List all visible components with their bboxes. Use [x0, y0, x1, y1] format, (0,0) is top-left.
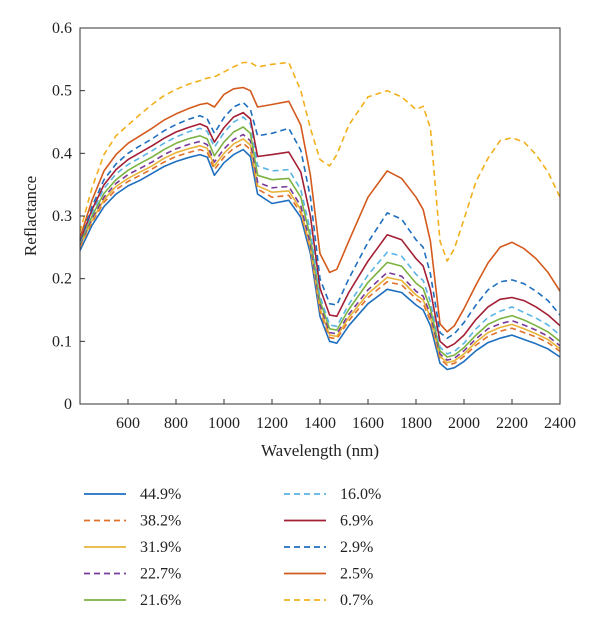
x-tick-label: 800: [164, 415, 188, 432]
x-tick-label: 2000: [448, 415, 480, 432]
legend-label: 2.9%: [340, 539, 373, 556]
series-line-9: [79, 86, 561, 333]
series-line-1: [79, 148, 561, 371]
series-line-7: [79, 111, 561, 349]
x-tick-label: 2200: [496, 415, 528, 432]
y-tick-label: 0.3: [52, 208, 72, 225]
y-tick-label: 0.6: [52, 20, 72, 37]
legend: 44.9% 38.2% 31.9% 22.7% 21.6% 16.0% 6.9% 2.9% 2.…: [84, 486, 381, 609]
y-tick-label: 0.1: [52, 333, 72, 350]
y-tick-label: 0.4: [52, 145, 72, 162]
x-tick-label: 1000: [208, 415, 240, 432]
x-tick-label: 2400: [544, 415, 576, 432]
legend-label: 6.9%: [340, 513, 373, 530]
x-tick-label: 1200: [256, 415, 288, 432]
y-tick-label: 0.2: [52, 271, 72, 288]
legend-label: 21.6%: [140, 592, 181, 609]
y-tick-label: 0: [64, 396, 72, 413]
series-line-4: [79, 133, 561, 361]
legend-label: 31.9%: [140, 539, 181, 556]
series-line-8: [79, 101, 561, 339]
tick-layer: 600 800 1000 1200 1400 1600 1800 2000 2200 2400 0 0…: [52, 20, 576, 432]
x-axis-title: Wavelength (nm): [261, 441, 379, 460]
x-tick-label: 1400: [304, 415, 336, 432]
legend-item: 6.9%: [284, 513, 373, 530]
legend-item: 22.7%: [84, 566, 181, 583]
x-tick-label: 1600: [352, 415, 384, 432]
y-tick-label: 0.5: [52, 83, 72, 100]
series-line-10: [79, 61, 561, 262]
series-line-6: [79, 116, 561, 355]
series-layer: [79, 61, 561, 371]
legend-item: 2.5%: [284, 566, 373, 583]
legend-item: 31.9%: [84, 539, 181, 556]
legend-label: 38.2%: [140, 513, 181, 530]
legend-label: 22.7%: [140, 566, 181, 583]
legend-label: 0.7%: [340, 592, 373, 609]
legend-label: 2.5%: [340, 566, 373, 583]
y-axis-title: Reflactance: [21, 176, 40, 256]
legend-item: 16.0%: [284, 486, 381, 503]
legend-item: 2.9%: [284, 539, 373, 556]
x-tick-label: 1800: [400, 415, 432, 432]
legend-item: 0.7%: [284, 592, 373, 609]
legend-label: 16.0%: [340, 486, 381, 503]
legend-item: 38.2%: [84, 513, 181, 530]
legend-label: 44.9%: [140, 486, 181, 503]
x-tick-label: 600: [116, 415, 140, 432]
legend-item: 21.6%: [84, 592, 181, 609]
legend-item: 44.9%: [84, 486, 181, 503]
